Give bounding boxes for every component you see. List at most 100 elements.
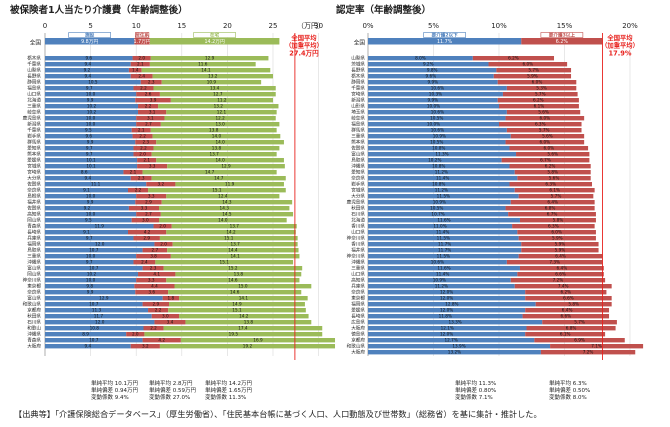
bar-value-label: 6.0% [551,230,562,235]
row-label: 高知県 [351,276,365,283]
bar-value-label: 10.6% [431,128,444,133]
bar-segment [368,122,499,127]
bar-value-label: 5.9% [555,242,566,247]
bar-segment [45,326,144,331]
bar-segment [45,110,139,115]
row-label: 鳥取県 [351,156,365,163]
bar-value-label: 9.1 [83,188,90,193]
bar-value-label: 13.8 [234,272,244,277]
row-label: 和歌山 [27,324,41,331]
bar-value-label: 10.2% [428,158,441,163]
bar-value-label: 11.9 [95,224,105,229]
legend-box [540,32,584,38]
bar-value-label: 6.3% [548,224,559,229]
bar-value-label: 5.7% [539,128,550,133]
bar-segment [166,230,296,235]
row-label: 茨城県 [351,60,365,67]
bar-value-label: 9.5 [85,218,92,223]
stats-note: 単純平均 11.3% [455,379,496,387]
national-bar-在宅 [149,38,280,45]
bar-segment [175,272,302,277]
x-tick-label: 25 [269,22,278,30]
bar-segment [172,242,298,247]
bar-segment [501,158,590,163]
bar-segment [143,326,164,331]
row-label: 奈良県 [27,186,41,193]
bar-value-label: 5.9% [555,248,566,253]
bar-segment [502,92,578,97]
row-label: 熊本県 [27,150,41,157]
bar-value-label: 12.1% [441,326,454,331]
bar-segment [45,272,139,277]
row-label: 神奈川県 [347,234,366,241]
bar-segment [45,218,132,223]
stats-note: 単純偏差 1.65万円 [205,386,252,394]
bar-segment [45,188,128,193]
bar-segment [45,152,134,157]
bar-value-label: 6.8% [566,326,577,331]
bar-segment [45,266,143,271]
bar-segment [163,326,323,331]
bar-segment [163,266,303,271]
bar-segment [493,74,572,79]
bar-segment [133,236,160,241]
bar-value-label: 10.0 [86,116,96,121]
row-label: 栃木県 [27,54,41,61]
row-label: 和歌山県 [347,342,366,349]
bar-value-label: 2.1 [130,170,137,175]
bar-value-label: 6.0% [540,140,551,145]
bar-value-label: 14.1 [201,68,211,73]
bar-value-label: 11.1 [91,182,101,187]
bar-segment [521,248,599,253]
bar-segment [45,176,131,181]
bar-value-label: 3.3 [149,164,156,169]
bar-segment [45,290,136,295]
bar-value-label: 2.6 [145,92,152,97]
bar-value-label: 11.9 [225,182,235,187]
bar-value-label: 9.9% [428,80,439,85]
bar-segment [133,152,152,157]
bar-value-label: 3.0 [162,314,169,319]
stats-note: 単純偏差 0.59万円 [149,386,196,394]
bar-segment [151,176,286,181]
bar-value-label: 10.9 [207,80,217,85]
bar-segment [496,68,572,73]
bar-value-label: 10.2 [87,272,97,277]
bar-segment [45,242,155,247]
bar-value-label: 3.2 [142,344,149,349]
bar-segment [368,152,517,157]
bar-segment [368,344,551,349]
bar-value-label: 14.1 [239,296,249,301]
row-label: 長崎県 [351,312,365,319]
x-tick-label: 20% [622,22,638,30]
bar-value-label: 2.2 [140,146,147,151]
bar-value-label: 10.7 [89,266,99,271]
bar-segment [368,206,506,211]
row-label: 大分県 [27,174,41,181]
row-label: 東京都 [351,294,365,301]
bar-segment [368,212,509,217]
bar-segment [45,314,152,319]
bar-segment [45,320,155,325]
bar-segment [128,206,159,211]
bar-segment [525,290,607,295]
bar-value-label: 5.6% [549,176,560,181]
row-label: 鳥取県 [27,246,41,253]
row-label: 三重県 [351,264,365,271]
bar-value-label: 2.2 [155,308,162,313]
row-label: 岡山県 [27,216,41,223]
bar-segment [525,296,612,301]
legend-entry: 居住系 [135,31,149,38]
row-label: 長崎県 [27,228,41,235]
bar-segment [368,110,507,115]
bar-segment [153,86,276,91]
bar-segment [368,146,510,151]
row-label: 東京都 [27,282,41,289]
bar-value-label: 7.3% [549,260,560,265]
bar-segment [519,266,604,271]
bar-value-label: 11.8% [439,314,452,319]
row-label: 島根県 [27,192,41,199]
bar-segment [160,122,280,127]
bar-segment [368,56,473,61]
bar-segment [540,350,636,355]
